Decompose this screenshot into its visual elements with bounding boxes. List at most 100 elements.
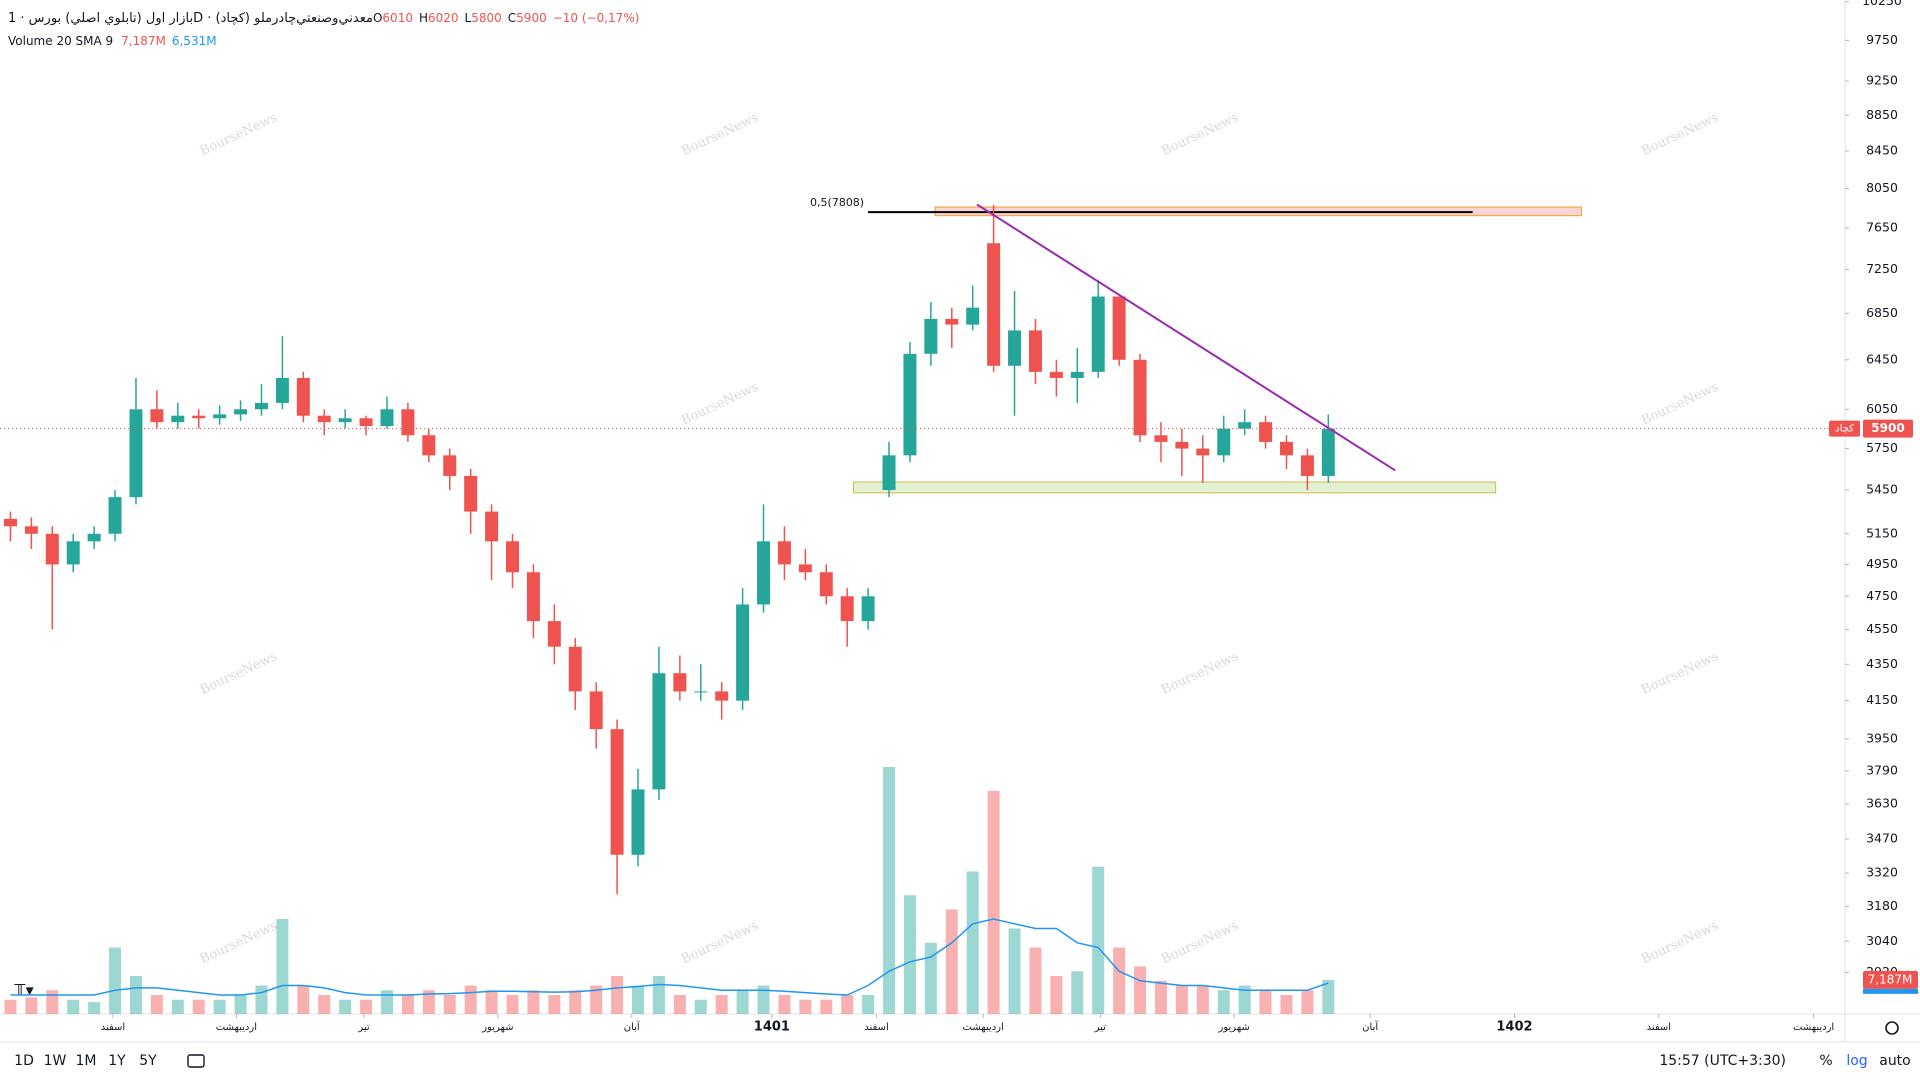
x-tick-label: 1402 [1496, 1020, 1532, 1035]
candle-body [108, 497, 122, 534]
volume-sma [10, 918, 1329, 996]
volume-bar [862, 995, 875, 1014]
log-toggle[interactable]: log [1846, 1053, 1867, 1069]
volume-bar [736, 990, 749, 1014]
volume-bar [192, 999, 205, 1014]
volume-bar [903, 895, 916, 1014]
y-tick-label: 10250 [1862, 0, 1902, 8]
goto-date-icon[interactable] [187, 1054, 205, 1068]
volume-bar [1217, 990, 1230, 1014]
volume-bar [841, 995, 854, 1014]
ohlc-key: H [419, 11, 428, 25]
candle-body [631, 789, 645, 855]
volume-bar [109, 947, 122, 1014]
symbol-title: بازار اول (تابلوي اصلي) بورس · 1D · معدن… [8, 11, 373, 26]
candle-body [798, 564, 812, 573]
volume-bar [632, 985, 645, 1014]
volume-bar [778, 995, 791, 1014]
symbol-label: کچاد [1835, 424, 1854, 435]
y-tick-label: 4550 [1866, 621, 1898, 636]
volume-bar [548, 995, 561, 1014]
volume-bar [46, 990, 59, 1014]
candle-body [861, 596, 875, 622]
y-tick-label: 3320 [1866, 865, 1898, 880]
candle-body [819, 572, 833, 597]
candle-body [777, 541, 791, 565]
volume-bar [339, 999, 352, 1014]
range-button[interactable]: 1Y [108, 1053, 126, 1069]
last-price-box [1863, 419, 1913, 438]
ohlc-value: 6020 [428, 11, 459, 25]
volume-bar [67, 999, 80, 1014]
x-tick-label: تیر [1094, 1022, 1107, 1033]
y-tick-label: 3040 [1866, 933, 1898, 948]
candle-body [275, 377, 289, 403]
range-button[interactable]: 1M [76, 1053, 97, 1069]
candle-body [66, 541, 80, 565]
candle-body [254, 402, 268, 410]
candle-body [380, 409, 394, 427]
volume-bar [1322, 979, 1335, 1014]
volume-bar [1238, 985, 1251, 1014]
candle-body [192, 415, 206, 419]
candle-body [443, 455, 457, 476]
price-zone [852, 481, 1497, 494]
y-tick-label: 7250 [1866, 261, 1898, 276]
y-tick-label: 9750 [1866, 32, 1898, 47]
candle-body [338, 418, 352, 423]
y-tick-label: 7650 [1866, 219, 1898, 234]
auto-toggle[interactable]: auto [1879, 1053, 1911, 1069]
volume-bar [799, 999, 812, 1014]
watermark: BourseNews [198, 918, 280, 967]
candle-body [1259, 422, 1273, 442]
volume-last-label: 7,187M [1868, 972, 1913, 986]
y-tick-label: 4150 [1866, 692, 1898, 707]
volume-bar [1301, 990, 1314, 1014]
watermark: BourseNews [679, 110, 761, 159]
candle-body [1279, 441, 1293, 456]
y-tick-label: 3950 [1866, 730, 1898, 745]
volume-bar [318, 995, 331, 1014]
range-button[interactable]: 5Y [139, 1053, 157, 1069]
candle-body [882, 455, 896, 491]
y-tick-label: 6450 [1866, 351, 1898, 366]
candle-body [1112, 296, 1126, 360]
volume-bar [1154, 980, 1167, 1014]
candle-body [1049, 371, 1063, 378]
candle-body [526, 572, 540, 622]
volume-bar [1196, 985, 1209, 1014]
volume-bar [234, 995, 247, 1014]
candle-body [1154, 435, 1168, 442]
candle-body [1070, 371, 1084, 378]
volume-bar [673, 995, 686, 1014]
candle-body [673, 673, 687, 692]
candle-body [464, 475, 478, 512]
symbol-box [1829, 420, 1860, 437]
candle-body [715, 691, 729, 701]
candle-body [1300, 455, 1314, 476]
x-tick-label: اسفند [1647, 1022, 1671, 1033]
range-button[interactable]: 1W [44, 1053, 67, 1069]
range-button[interactable]: 1D [14, 1053, 34, 1069]
clock: 15:57 (UTC+3:30) [1659, 1053, 1786, 1069]
volume-bar [255, 985, 268, 1014]
y-tick-label: 3470 [1866, 830, 1898, 845]
volume-bar [590, 985, 603, 1014]
percent-toggle[interactable]: % [1819, 1053, 1832, 1069]
header-line: بازار اول (تابلوي اصلي) بورس · 1D · معدن… [8, 11, 639, 26]
volume-bar [1280, 995, 1293, 1014]
watermark: BourseNews [1159, 918, 1241, 967]
volume-sma-value: 6,531M [172, 34, 217, 48]
candle-body [694, 691, 708, 693]
volume-bar [1134, 966, 1147, 1014]
volume-bar [1050, 976, 1063, 1014]
volume-bar [506, 995, 519, 1014]
x-tick-label: اردیبهشت [1793, 1022, 1834, 1033]
settings-icon[interactable] [1885, 1021, 1899, 1035]
y-tick-label: 5150 [1866, 525, 1898, 540]
volume-sma-box [1863, 988, 1918, 994]
volume-bar [443, 995, 456, 1014]
y-tick-label: 5750 [1866, 440, 1898, 455]
candle-body [1133, 359, 1147, 436]
watermark: BourseNews [679, 380, 761, 429]
